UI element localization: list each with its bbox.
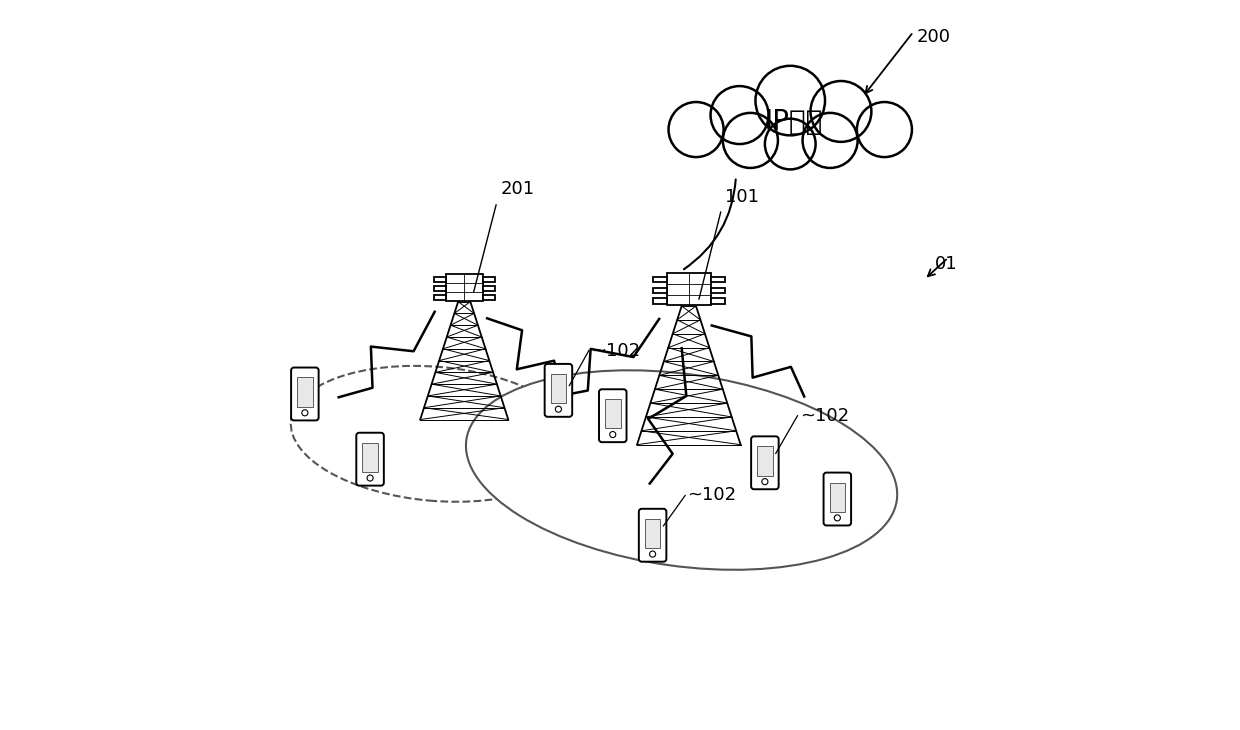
Bar: [758, 446, 773, 475]
Bar: [667, 273, 711, 305]
FancyBboxPatch shape: [356, 433, 384, 485]
Circle shape: [765, 119, 816, 169]
Bar: [482, 286, 495, 291]
Text: 101: 101: [725, 188, 759, 206]
Text: ~102: ~102: [800, 407, 849, 425]
Bar: [653, 299, 667, 304]
FancyBboxPatch shape: [544, 364, 572, 417]
Bar: [445, 274, 482, 301]
Text: 200: 200: [918, 28, 951, 46]
Ellipse shape: [466, 370, 898, 570]
Circle shape: [857, 102, 911, 157]
Text: 01: 01: [935, 255, 957, 272]
FancyBboxPatch shape: [599, 389, 626, 442]
Circle shape: [802, 113, 858, 168]
FancyBboxPatch shape: [639, 509, 666, 561]
Text: ~102: ~102: [591, 342, 640, 359]
Bar: [711, 299, 724, 304]
Circle shape: [711, 86, 769, 144]
Text: IP网络: IP网络: [765, 108, 823, 137]
FancyBboxPatch shape: [291, 367, 319, 420]
Bar: [653, 288, 667, 293]
Bar: [551, 374, 567, 403]
Bar: [653, 277, 667, 283]
Circle shape: [668, 102, 724, 157]
Bar: [711, 288, 724, 293]
Circle shape: [723, 113, 777, 168]
Circle shape: [811, 81, 872, 142]
Bar: [645, 519, 661, 548]
Text: 201: 201: [501, 180, 534, 199]
Bar: [362, 442, 378, 472]
Bar: [605, 399, 620, 429]
Bar: [830, 483, 846, 512]
Circle shape: [755, 66, 825, 135]
Bar: [434, 286, 445, 291]
Bar: [711, 277, 724, 283]
Bar: [482, 277, 495, 282]
Ellipse shape: [291, 366, 580, 502]
Bar: [434, 295, 445, 299]
Bar: [482, 295, 495, 299]
Text: ~102: ~102: [687, 486, 737, 504]
Bar: [298, 377, 312, 407]
Bar: [434, 277, 445, 282]
FancyBboxPatch shape: [751, 437, 779, 489]
FancyBboxPatch shape: [823, 472, 851, 526]
